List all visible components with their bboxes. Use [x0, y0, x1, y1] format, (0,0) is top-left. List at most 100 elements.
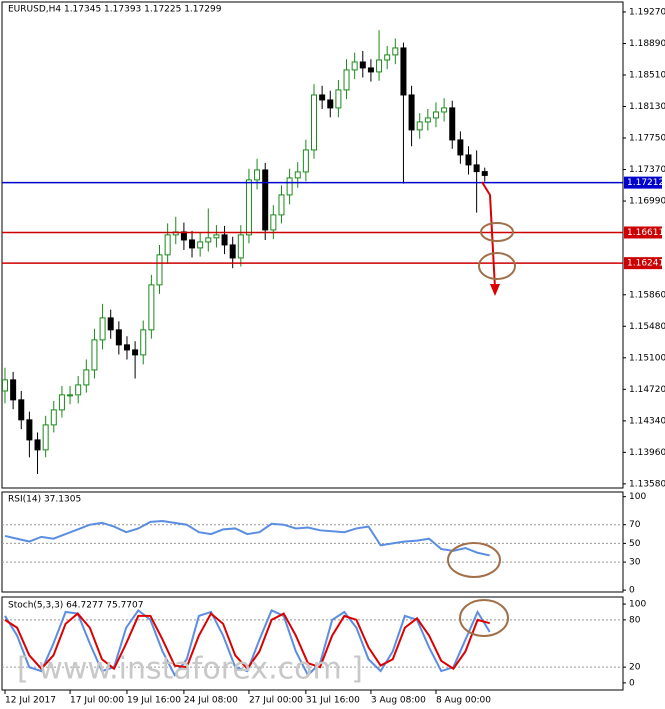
circle [478, 252, 516, 280]
candle-body [262, 169, 269, 231]
candle-body [83, 369, 90, 386]
indicator-line [4, 611, 490, 671]
y-tick-label: 1.18130 [629, 102, 665, 112]
annotations [447, 181, 516, 637]
level-label: 1.17212 [627, 178, 664, 188]
x-tick-label: 8 Aug 00:00 [436, 696, 491, 706]
level-label-box [624, 176, 662, 189]
candle-body [319, 94, 326, 101]
candle-body [254, 169, 261, 181]
x-tick-label: 27 Jul 00:00 [249, 696, 303, 706]
y-tick-label: 1.17750 [629, 134, 665, 144]
candle-body [286, 177, 293, 196]
candle-body [91, 339, 98, 371]
candle-body [359, 61, 366, 69]
candle-body [2, 379, 8, 392]
candle-body [481, 171, 488, 176]
forecast-arrow [481, 181, 496, 289]
y-tick-label: 100 [629, 600, 646, 610]
candle-body [26, 419, 33, 441]
circle [447, 542, 501, 578]
level-label: 1.16611 [627, 228, 664, 238]
y-tick-label: 1.14340 [629, 416, 665, 426]
candle-body [473, 164, 480, 173]
candle-body [42, 424, 49, 451]
y-tick-label: 0 [629, 586, 635, 596]
candle-body [327, 99, 334, 109]
stoch-title: Stoch(5,3,3) 64.7277 75.7707 [8, 601, 143, 611]
y-tick-label: 0 [629, 678, 635, 688]
candle-body [294, 171, 301, 179]
y-tick-label: 70 [629, 520, 641, 530]
candle-body [213, 234, 220, 239]
y-tick-label: 1.15100 [629, 353, 665, 363]
candle-body [99, 317, 106, 341]
candle-body [115, 329, 122, 346]
watermark: [ www.instaforex.com ] [17, 652, 363, 687]
candle-body [189, 239, 196, 249]
candle-body [449, 107, 456, 141]
y-tick-label: 1.19270 [629, 7, 665, 17]
candle-body [392, 47, 399, 56]
candle-body [416, 121, 423, 131]
candle-body [278, 194, 285, 216]
level-label: 1.16241 [627, 259, 664, 269]
candle-body [343, 69, 350, 91]
price-pane [1, 1, 624, 489]
x-tick-label: 12 Jul 2017 [5, 696, 56, 706]
candle-body [384, 54, 391, 61]
y-tick-label: 30 [629, 558, 641, 568]
candle-body [465, 154, 472, 166]
candle-body [376, 59, 383, 73]
candle-body [18, 399, 25, 421]
candle-body [270, 214, 277, 231]
level-label-box [624, 226, 662, 239]
rsi-pane [1, 491, 624, 593]
candle-body [229, 244, 236, 259]
plot-layer: 1.19270 1.18890 1.18510 1.18130 1.17750 1.173… [2, 7, 665, 706]
arrow-head [490, 284, 500, 296]
candle-body [457, 139, 464, 156]
circle [480, 222, 514, 242]
candle-body [67, 394, 74, 397]
candle-body [351, 61, 358, 71]
candle-body [367, 67, 374, 73]
y-tick-label: 1.14720 [629, 385, 665, 395]
y-tick-label: 1.18510 [629, 70, 665, 80]
candle-body [148, 284, 155, 331]
x-tick-label: 31 Jul 16:00 [306, 696, 360, 706]
candle-body [197, 241, 204, 249]
stoch-pane [1, 596, 624, 691]
candle-body [205, 237, 212, 243]
candle-body [245, 179, 252, 236]
candle-body [335, 89, 342, 109]
y-tick-label: 1.15860 [629, 290, 665, 300]
candle-body [10, 379, 17, 401]
candle-body [75, 384, 82, 396]
candle-body [408, 94, 415, 131]
candle-body [164, 234, 171, 256]
candle-body [424, 117, 431, 123]
y-tick-label: 1.17370 [629, 165, 665, 175]
candle-body [132, 349, 139, 356]
y-tick-label: 100 [629, 492, 646, 502]
candle-body [107, 317, 114, 331]
candle-body [140, 329, 147, 356]
x-tick-label: 3 Aug 08:00 [371, 696, 426, 706]
y-tick-label: 20 [629, 663, 641, 673]
x-tick-label: 17 Jul 00:00 [70, 696, 124, 706]
y-tick-label: 1.13580 [629, 479, 665, 489]
candle-body [432, 111, 439, 119]
rsi-title: RSI(14) 37.1305 [8, 495, 81, 505]
level-label-box [624, 257, 662, 270]
candle-body [400, 47, 407, 96]
candle-body [302, 149, 309, 173]
candle-body [221, 234, 228, 246]
candle-body [237, 234, 244, 259]
x-tick-label: 24 Jul 08:00 [184, 696, 238, 706]
circle [459, 599, 509, 637]
candle-body [34, 439, 41, 451]
candle-body [156, 254, 163, 286]
